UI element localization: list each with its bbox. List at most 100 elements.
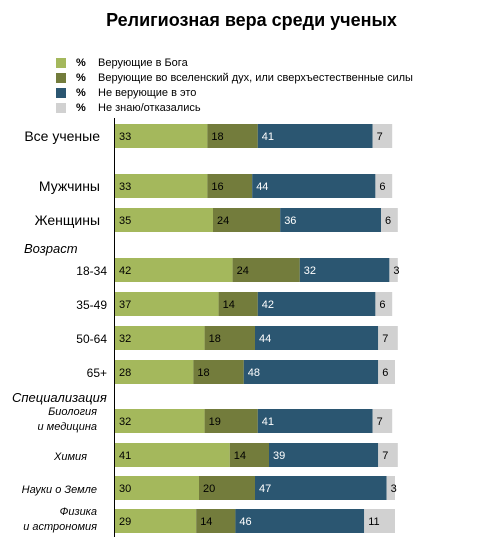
- bar-segment: [204, 326, 255, 350]
- category-label: Науки о Земле: [22, 484, 97, 496]
- data-label: 41: [262, 416, 274, 428]
- data-label: 18: [211, 131, 223, 143]
- legend-label: Верующие во вселенский дух, или сверхъес…: [98, 71, 413, 84]
- legend-unit: %: [76, 101, 86, 114]
- category-label: Мужчины: [39, 178, 100, 194]
- bar-segment: [193, 360, 244, 384]
- legend-swatch: [56, 57, 66, 68]
- data-label: 35: [119, 215, 131, 227]
- bar-segment: [207, 174, 253, 198]
- bar-segment: [269, 443, 379, 467]
- legend-item-believe-spirit: % Верующие во вселенский дух, или сверхъ…: [56, 70, 413, 85]
- bar-segment: [252, 174, 376, 198]
- category-label: Химия: [53, 451, 87, 463]
- category-label: и медицина: [38, 421, 98, 433]
- data-label: 16: [211, 181, 223, 193]
- data-label: 20: [203, 483, 215, 495]
- bar-segment: [386, 476, 395, 500]
- bar-segment: [115, 258, 233, 282]
- category-label: 18-34: [76, 264, 107, 278]
- legend-swatch: [56, 102, 66, 113]
- bar-segment: [255, 476, 387, 500]
- data-label: 3: [391, 483, 397, 495]
- data-label: 7: [382, 450, 388, 462]
- bar-segment: [364, 509, 395, 533]
- category-label: Все ученые: [24, 128, 100, 144]
- bar-segment: [299, 258, 390, 282]
- bar-segment: [229, 443, 269, 467]
- legend-unit: %: [76, 56, 86, 69]
- data-label: 32: [119, 333, 131, 345]
- data-label: 47: [259, 483, 271, 495]
- data-label: 6: [385, 215, 391, 227]
- data-label: 7: [377, 416, 383, 428]
- bar-segment: [115, 208, 213, 232]
- data-label: 11: [368, 516, 379, 528]
- bar-segment: [378, 360, 395, 384]
- legend-label: Верующие в Бога: [98, 56, 188, 69]
- legend-swatch: [56, 72, 66, 83]
- data-label: 19: [209, 416, 221, 428]
- bar-segment: [280, 208, 381, 232]
- data-label: 44: [256, 181, 268, 193]
- data-label: 32: [119, 416, 131, 428]
- bar-segment: [378, 326, 398, 350]
- legend-label: Не верующие в это: [98, 86, 197, 99]
- category-label: Физика: [60, 506, 97, 518]
- legend: % Верующие в Бога % Верующие во вселенск…: [56, 55, 413, 115]
- data-label: 18: [209, 333, 221, 345]
- data-label: 6: [379, 181, 385, 193]
- data-label: 24: [237, 265, 249, 277]
- section-label-specialization: Специализация: [12, 390, 107, 405]
- legend-item-dont-know: % Не знаю/отказались: [56, 100, 413, 115]
- bar-segment: [115, 326, 205, 350]
- data-label: 6: [382, 367, 388, 379]
- data-label: 42: [262, 299, 274, 311]
- bar-segment: [243, 360, 379, 384]
- data-label: 28: [119, 367, 131, 379]
- bar-segment: [115, 174, 208, 198]
- legend-swatch: [56, 87, 66, 98]
- data-label: 41: [262, 131, 274, 143]
- legend-unit: %: [76, 86, 86, 99]
- data-label: 36: [284, 215, 296, 227]
- data-label: 32: [304, 265, 316, 277]
- data-label: 14: [200, 516, 212, 528]
- bar-segment: [372, 124, 393, 148]
- data-label: 24: [217, 215, 229, 227]
- data-label: 39: [273, 450, 285, 462]
- data-label: 33: [119, 181, 131, 193]
- bar-segment: [196, 509, 236, 533]
- bar-segment: [207, 124, 258, 148]
- bar-segment: [257, 409, 373, 433]
- bar-segment: [115, 409, 205, 433]
- data-label: 6: [379, 299, 385, 311]
- category-label: 50-64: [76, 332, 107, 346]
- category-label: Женщины: [35, 212, 100, 228]
- bar-segment: [199, 476, 255, 500]
- chart-title: Религиозная вера среди ученых: [106, 10, 397, 30]
- bar-segment: [115, 292, 219, 316]
- data-label: 7: [377, 131, 383, 143]
- category-label: и астрономия: [23, 521, 97, 533]
- bar-segment: [378, 443, 398, 467]
- data-label: 37: [119, 299, 131, 311]
- bar-segment: [235, 509, 365, 533]
- bar-segment: [389, 258, 398, 282]
- bar-segment: [375, 174, 393, 198]
- data-label: 14: [234, 450, 246, 462]
- data-label: 48: [248, 367, 260, 379]
- data-label: 44: [259, 333, 271, 345]
- bar-segment: [115, 443, 230, 467]
- bar-segment: [255, 326, 379, 350]
- data-label: 18: [197, 367, 209, 379]
- legend-label: Не знаю/отказались: [98, 101, 201, 114]
- category-label: 65+: [87, 366, 107, 380]
- bar-segment: [213, 208, 281, 232]
- data-label: 14: [223, 299, 235, 311]
- data-label: 33: [119, 131, 131, 143]
- data-label: 42: [119, 265, 131, 277]
- legend-item-not-believe: % Не верующие в это: [56, 85, 413, 100]
- bar-segment: [381, 208, 398, 232]
